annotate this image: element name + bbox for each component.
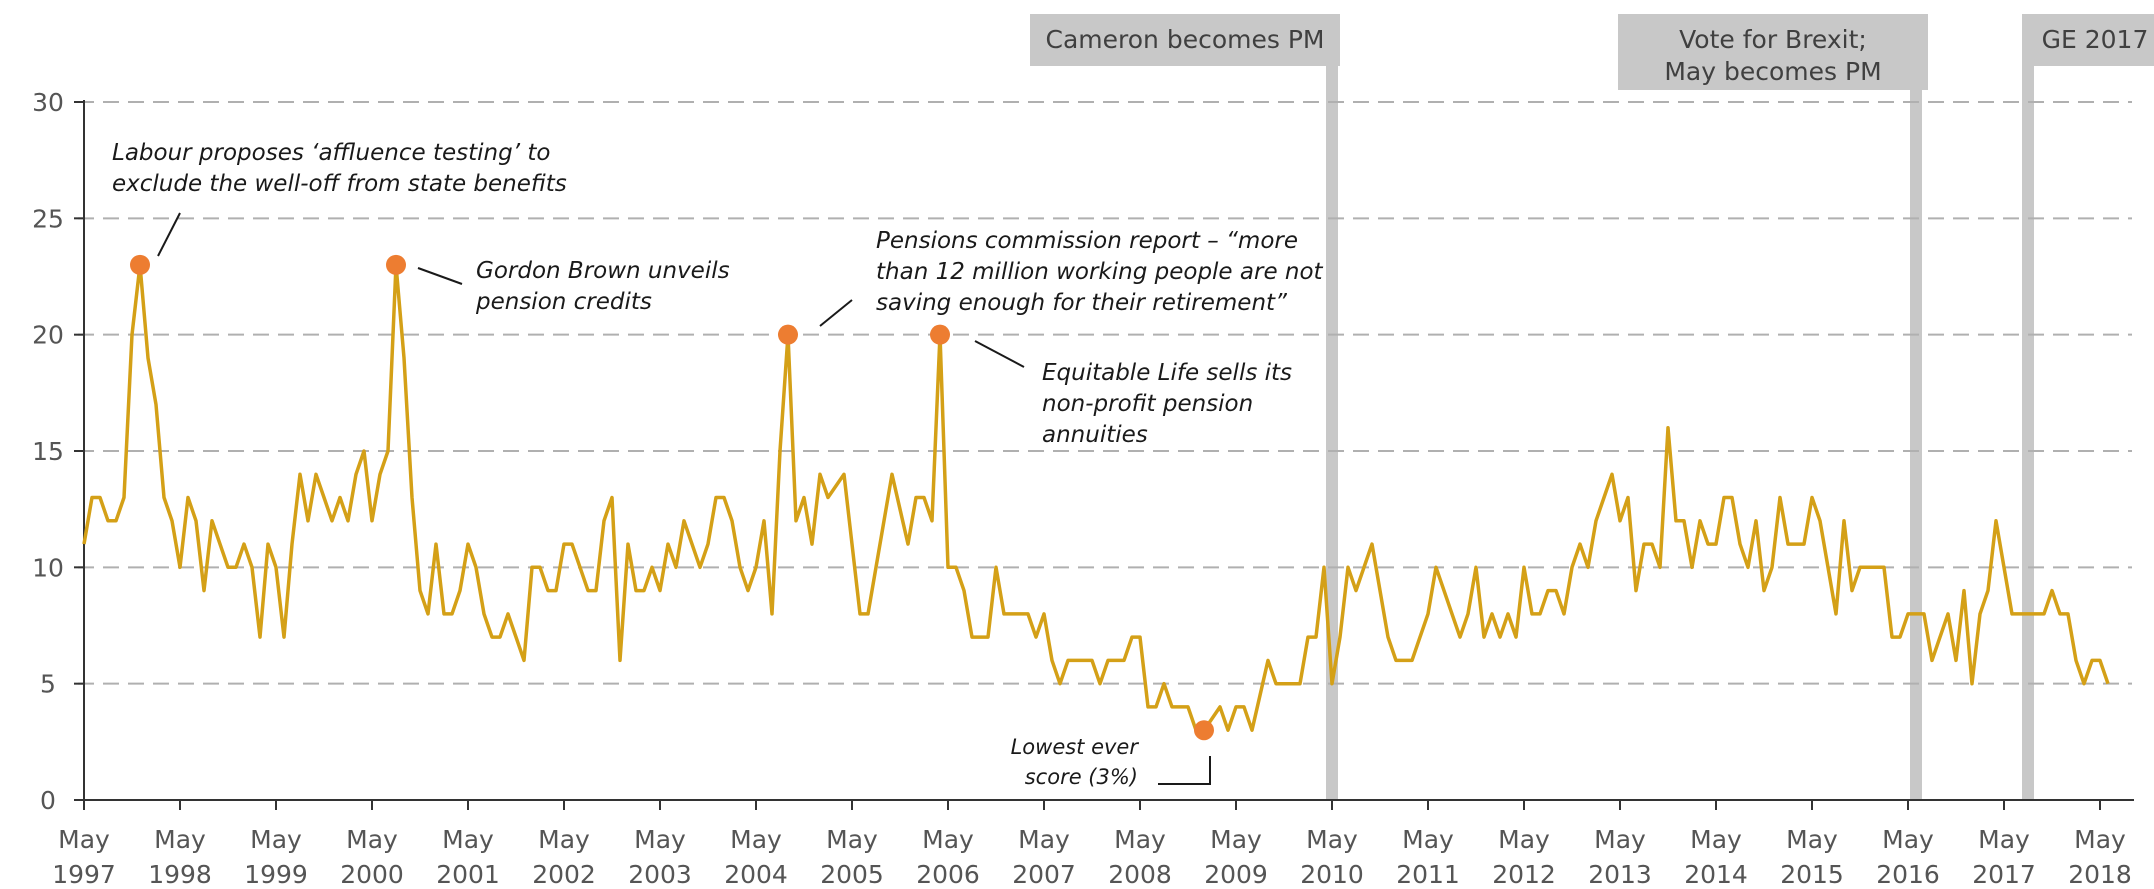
x-tick-label-year: 2006 xyxy=(916,860,980,889)
x-tick-label-month: May xyxy=(1786,825,1838,854)
annotation-leader xyxy=(819,299,853,327)
x-tick-label-month: May xyxy=(1978,825,2030,854)
x-tick-label-year: 2018 xyxy=(2068,860,2132,889)
annotation-leader xyxy=(157,212,181,257)
y-tick-label: 0 xyxy=(40,786,56,815)
annotation-text: saving enough for their retirement” xyxy=(876,290,1288,316)
annotation-marker xyxy=(130,254,150,275)
x-tick-label-month: May xyxy=(730,825,782,854)
x-tick-label-year: 1999 xyxy=(244,860,308,889)
x-tick-label-month: May xyxy=(1018,825,1070,854)
event-band-bar xyxy=(1326,14,1338,800)
annotation-marker xyxy=(386,254,406,275)
x-tick-label-year: 1998 xyxy=(148,860,212,889)
y-tick-label: 20 xyxy=(32,321,64,350)
gridlines xyxy=(78,101,2132,685)
event-bands: Cameron becomes PM Vote for Brexit; May be… xyxy=(1030,14,2154,800)
annotation-marker xyxy=(778,324,798,345)
x-tick-label-year: 1997 xyxy=(52,860,116,889)
event-band-label: May becomes PM xyxy=(1664,57,1881,86)
event-band-bar xyxy=(1910,14,1922,800)
x-tick-label-month: May xyxy=(922,825,974,854)
annotation-marker xyxy=(930,324,950,345)
annotation-leader xyxy=(1158,756,1211,785)
x-tick-label-year: 2017 xyxy=(1972,860,2036,889)
x-tick-label-year: 2008 xyxy=(1108,860,1172,889)
x-tick-label-month: May xyxy=(1114,825,1166,854)
annotation-text: pension credits xyxy=(475,289,652,315)
x-tick-label-year: 2003 xyxy=(628,860,692,889)
x-tick-label-year: 2016 xyxy=(1876,860,1940,889)
annotation-text: annuities xyxy=(1042,422,1148,448)
annotation-leader xyxy=(974,340,1025,368)
x-tick-label-year: 2007 xyxy=(1012,860,1076,889)
annotation-text: score (3%) xyxy=(1025,765,1138,789)
x-tick-label-year: 2011 xyxy=(1396,860,1460,889)
x-tick-label-month: May xyxy=(1210,825,1262,854)
annotation-text: Lowest ever xyxy=(1011,735,1140,759)
axes: 0 5 10 15 20 25 30 May 1997 May 1998 May 1999 May 2000… xyxy=(32,88,2134,889)
annotations: Labour proposes ‘affluence testing’ to ex… xyxy=(112,140,1324,789)
x-tick-label-month: May xyxy=(154,825,206,854)
event-band-label-box xyxy=(2030,14,2154,66)
x-tick-label-year: 2015 xyxy=(1780,860,1844,889)
x-tick-label-year: 2000 xyxy=(340,860,404,889)
y-tick-label: 30 xyxy=(32,88,64,117)
x-tick-label-month: May xyxy=(1882,825,1934,854)
annotation-leader xyxy=(417,267,463,285)
y-tick-label: 10 xyxy=(32,553,64,582)
x-tick-label-year: 2001 xyxy=(436,860,500,889)
x-tick-label-month: May xyxy=(1306,825,1358,854)
y-tick-label: 5 xyxy=(40,670,56,699)
event-band-label: Vote for Brexit; xyxy=(1679,25,1867,54)
annotation-text: Pensions commission report – “more xyxy=(876,228,1298,254)
x-tick-label-year: 2013 xyxy=(1588,860,1652,889)
annotation-text: exclude the well-off from state benefits xyxy=(112,171,567,197)
x-tick-label-year: 2009 xyxy=(1204,860,1268,889)
x-tick-label-month: May xyxy=(58,825,110,854)
x-tick-label-year: 2010 xyxy=(1300,860,1364,889)
x-tick-label-month: May xyxy=(634,825,686,854)
series-line xyxy=(82,263,2110,732)
y-tick-label: 15 xyxy=(32,437,64,466)
x-tick-label-month: May xyxy=(826,825,878,854)
event-band-label: Cameron becomes PM xyxy=(1046,25,1325,54)
x-tick-label-month: May xyxy=(346,825,398,854)
x-tick-label-month: May xyxy=(1498,825,1550,854)
x-tick-label-year: 2002 xyxy=(532,860,596,889)
x-tick-label-month: May xyxy=(442,825,494,854)
annotation-text: Equitable Life sells its xyxy=(1042,360,1292,386)
x-tick-label-month: May xyxy=(2074,825,2126,854)
series-layer xyxy=(82,263,2110,732)
x-tick-label-month: May xyxy=(1402,825,1454,854)
x-tick-label-year: 2014 xyxy=(1684,860,1748,889)
annotation-text: than 12 million working people are not xyxy=(876,259,1324,285)
event-band-label-box xyxy=(1618,14,1928,90)
annotation-text: non-profit pension xyxy=(1042,391,1253,417)
x-tick-label-year: 2012 xyxy=(1492,860,1556,889)
x-tick-label-month: May xyxy=(1594,825,1646,854)
event-band-label-box xyxy=(1030,14,1340,66)
event-band-label: GE 2017 xyxy=(2042,25,2149,54)
x-tick-label-month: May xyxy=(1690,825,1742,854)
annotation-text: Labour proposes ‘affluence testing’ to xyxy=(112,140,550,166)
annotation-marker xyxy=(1194,720,1214,741)
x-tick-label-month: May xyxy=(538,825,590,854)
event-band-bar xyxy=(2022,14,2034,800)
annotation-text: Gordon Brown unveils xyxy=(476,258,730,284)
x-tick-label-month: May xyxy=(250,825,302,854)
x-tick-label-year: 2005 xyxy=(820,860,884,889)
x-tick-label-year: 2004 xyxy=(724,860,788,889)
y-tick-label: 25 xyxy=(32,204,64,233)
